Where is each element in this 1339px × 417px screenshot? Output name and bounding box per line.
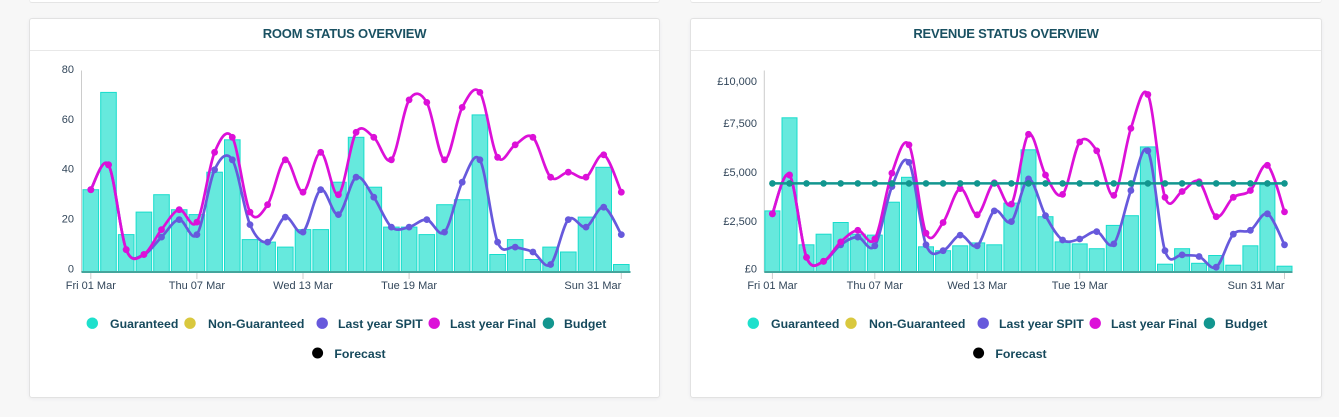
svg-text:Thu 07 Mar: Thu 07 Mar [169, 280, 226, 292]
svg-text:Tue 19 Mar: Tue 19 Mar [381, 280, 437, 292]
svg-text:Wed 13 Mar: Wed 13 Mar [947, 280, 1007, 292]
svg-text:£0: £0 [745, 264, 757, 276]
svg-text:20: 20 [62, 214, 74, 226]
svg-text:Guaranteed: Guaranteed [110, 317, 178, 331]
svg-text:Last year Final: Last year Final [450, 317, 536, 331]
svg-text:Budget: Budget [564, 317, 606, 331]
svg-text:Budget: Budget [1225, 317, 1267, 331]
svg-text:£7,500: £7,500 [723, 118, 757, 130]
svg-text:Wed 13 Mar: Wed 13 Mar [273, 280, 333, 292]
svg-text:40: 40 [62, 164, 74, 176]
svg-text:60: 60 [62, 114, 74, 126]
svg-text:Last year SPIT: Last year SPIT [999, 317, 1084, 331]
svg-text:Forecast: Forecast [334, 347, 385, 361]
svg-text:Sun 31 Mar: Sun 31 Mar [564, 280, 621, 292]
svg-text:80: 80 [62, 64, 74, 76]
svg-text:Last year Final: Last year Final [1111, 317, 1197, 331]
svg-text:Fri 01 Mar: Fri 01 Mar [66, 280, 116, 292]
svg-text:Fri 01 Mar: Fri 01 Mar [747, 280, 797, 292]
svg-text:Last year SPIT: Last year SPIT [338, 317, 423, 331]
svg-text:0: 0 [68, 264, 74, 276]
svg-text:Forecast: Forecast [995, 347, 1046, 361]
svg-text:Guaranteed: Guaranteed [771, 317, 839, 331]
svg-text:Sun 31 Mar: Sun 31 Mar [1228, 280, 1285, 292]
svg-text:£2,500: £2,500 [723, 216, 757, 228]
svg-text:£10,000: £10,000 [717, 76, 757, 88]
svg-text:Non-Guaranteed: Non-Guaranteed [869, 317, 965, 331]
svg-text:Non-Guaranteed: Non-Guaranteed [208, 317, 304, 331]
svg-text:Tue 19 Mar: Tue 19 Mar [1052, 280, 1108, 292]
svg-text:£5,000: £5,000 [723, 167, 757, 179]
svg-text:Thu 07 Mar: Thu 07 Mar [847, 280, 904, 292]
